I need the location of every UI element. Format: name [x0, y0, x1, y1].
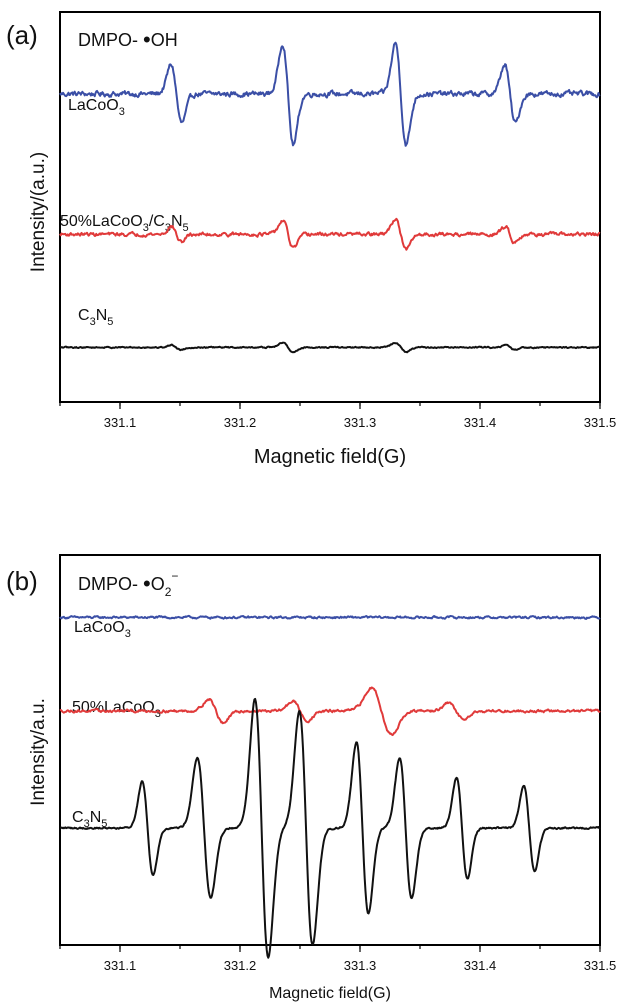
- panel-a: (a) DMPO- •OH LaCoO3 50%LaCoO3/C3N5 C3N5…: [6, 11, 617, 468]
- x-tick-label: 331.1: [104, 958, 137, 973]
- panel-b-tag: (b): [6, 566, 38, 596]
- panel-a-x-axis-label: Magnetic field(G): [254, 446, 406, 468]
- panel-b-plot-frame: [59, 554, 601, 946]
- panel-b-x-ticks: 331.1 331.2 331.3 331.4 331.5: [59, 945, 617, 973]
- panel-a-x-ticks: 331.1 331.2 331.3 331.4 331.5: [59, 402, 617, 430]
- panel-b-traces: [59, 614, 601, 959]
- panel-b-x-axis-label: Magnetic field(G): [269, 985, 391, 1002]
- x-tick-label: 331.3: [344, 958, 377, 973]
- series-line-50-lacoo3: [59, 686, 601, 737]
- x-tick-label: 331.2: [224, 415, 257, 430]
- x-tick-label: 331.2: [224, 958, 257, 973]
- x-tick-label: 331.4: [464, 958, 497, 973]
- series-line-c3n5: [59, 697, 601, 959]
- x-tick-label: 331.1: [104, 415, 137, 430]
- panel-a-traces: [59, 41, 601, 354]
- series-line-lacoo3: [59, 41, 601, 147]
- x-tick-label: 331.4: [464, 415, 497, 430]
- panel-a-plot-frame: [59, 11, 601, 403]
- panel-b-label-lacoo3: LaCoO3: [74, 619, 131, 640]
- series-line-c3n5: [59, 341, 601, 354]
- panel-b-label-c3n5: C3N5: [72, 809, 107, 830]
- panel-b-label-composite: 50%LaCoO3: [72, 699, 161, 720]
- panel-a-tag: (a): [6, 20, 38, 50]
- panel-a-label-composite: 50%LaCoO3/C3N5: [60, 213, 189, 234]
- panel-a-label-lacoo3: LaCoO3: [68, 97, 125, 118]
- x-tick-label: 331.5: [584, 958, 617, 973]
- panel-b: (b) DMPO- •O2− LaCoO3 50%LaCoO3 C3N5 331…: [6, 554, 617, 1002]
- panel-b-annotation: DMPO- •O2−: [78, 569, 178, 599]
- panel-a-y-axis-label: Intensity/(a.u.): [28, 152, 49, 272]
- panel-a-annotation: DMPO- •OH: [78, 27, 178, 52]
- x-tick-label: 331.5: [584, 415, 617, 430]
- panel-b-y-axis-label: Intensity/a.u.: [28, 698, 49, 806]
- x-tick-label: 331.3: [344, 415, 377, 430]
- series-line-50-lacoo3-c3n5: [59, 217, 601, 251]
- panel-a-label-c3n5: C3N5: [78, 307, 113, 328]
- series-line-lacoo3: [59, 614, 601, 620]
